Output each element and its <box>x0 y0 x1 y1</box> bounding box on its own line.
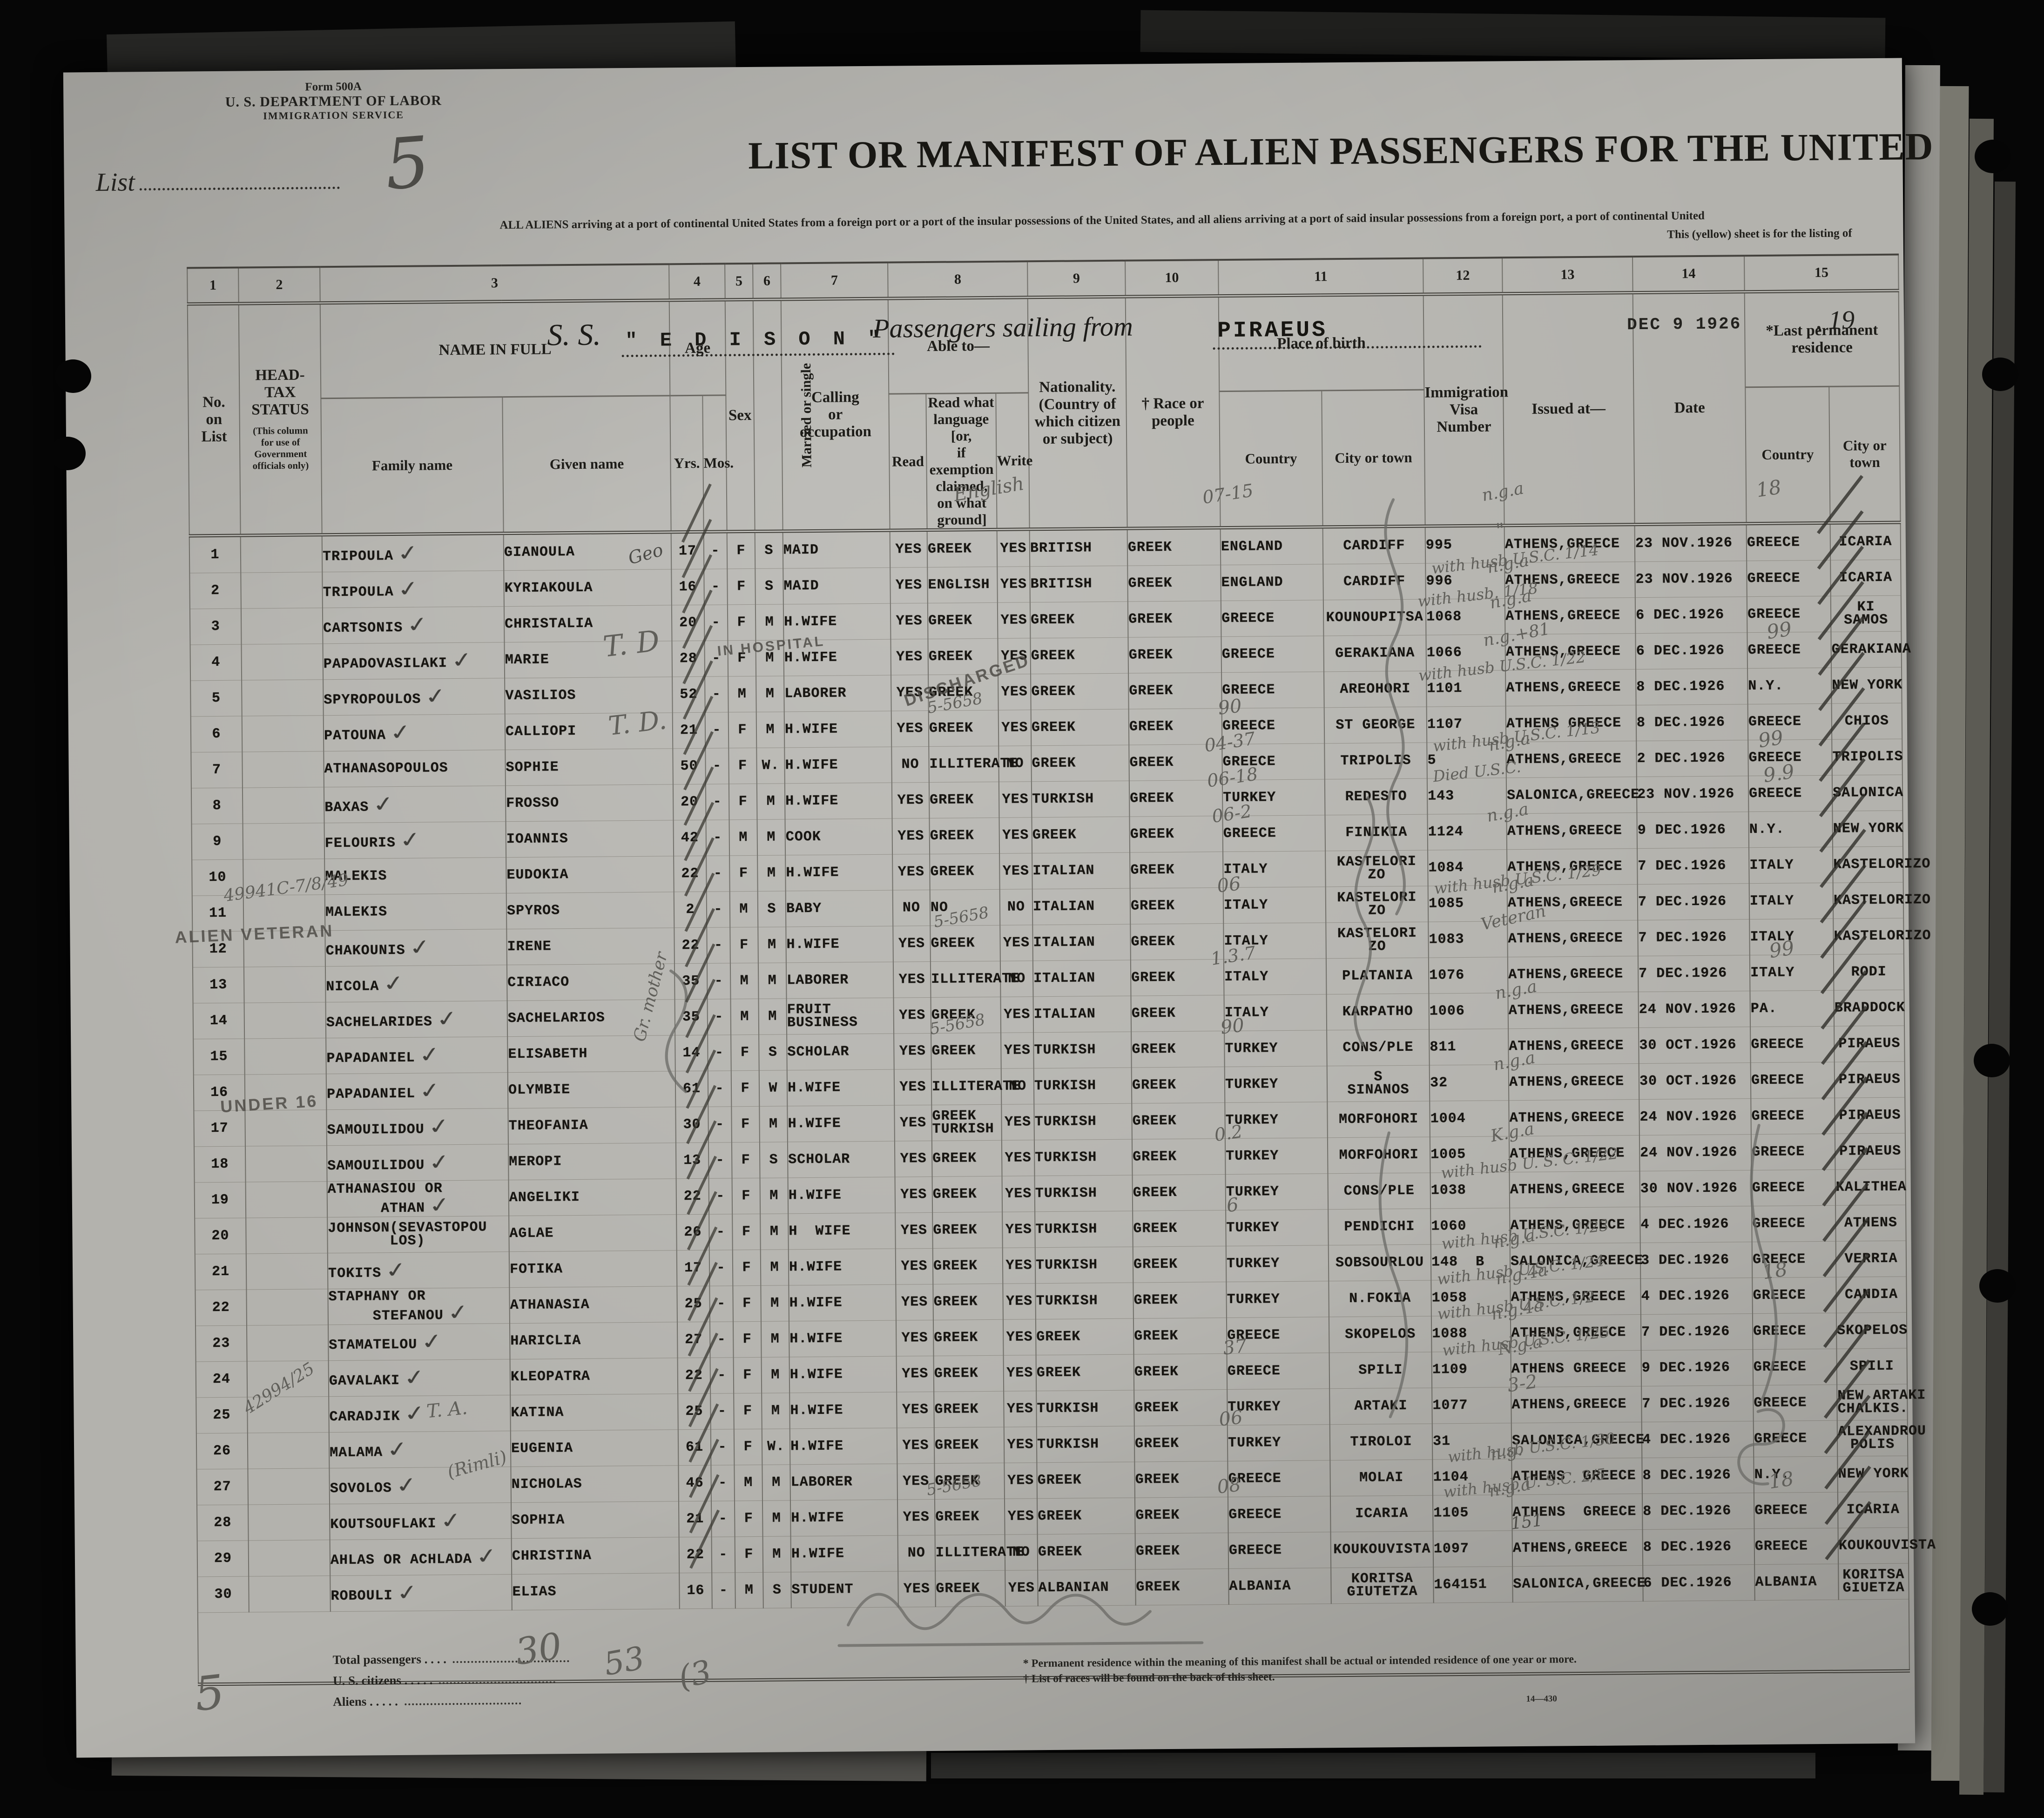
handwritten-annotation: 99 <box>1767 936 1796 963</box>
handwritten-annotation: 6 <box>1225 1194 1240 1217</box>
punch-hole <box>55 359 91 393</box>
handwritten-annotation: 53 <box>601 1640 648 1683</box>
handwritten-annotation: 90 <box>1217 695 1243 719</box>
handwritten-annotation: 06 <box>1218 1406 1244 1431</box>
handwritten-annotation: 18 <box>1767 1467 1795 1494</box>
punch-hole <box>1979 1269 2016 1303</box>
paper-scrap <box>931 1753 1815 1778</box>
handwritten-annotation: 5 <box>191 1664 228 1722</box>
handwritten-annotation: 99 <box>1756 726 1785 752</box>
manifest-page: Form 500A U. S. DEPARTMENT OF LABOR IMMI… <box>63 58 1936 1758</box>
handwritten-annotation: 99 <box>1765 617 1794 644</box>
punch-hole <box>1974 1044 2010 1077</box>
handwritten-annotation: T. D <box>601 623 661 664</box>
paper-scrap <box>1140 10 1886 60</box>
handwritten-annotation: 3-2 <box>1506 1371 1539 1397</box>
pencil-scribbles <box>665 498 1785 1647</box>
handwritten-annotation: 18 <box>1754 475 1783 502</box>
handwritten-annotation: 37 <box>1222 1335 1248 1359</box>
punch-hole <box>1972 1592 2008 1626</box>
handwritten-annotation: T. A. <box>425 1397 469 1423</box>
handwritten-annotation: 5 <box>382 122 433 206</box>
handwritten-annotation: 30 <box>513 1625 565 1674</box>
handwritten-annotation: 18 <box>1761 1257 1789 1284</box>
punch-hole <box>49 437 86 470</box>
handwritten-annotation: 0.2 <box>1213 1121 1244 1146</box>
handwritten-annotation: 06 <box>1216 873 1242 897</box>
handwritten-annotation: 90 <box>1219 1014 1246 1039</box>
punch-hole <box>1982 358 2018 391</box>
handwritten-annotation: 151 <box>1510 1511 1544 1534</box>
handwritten-annotation: 08 <box>1216 1474 1242 1498</box>
punch-hole <box>1975 140 2011 173</box>
handwritten-annotation: 9.9 <box>1761 760 1796 787</box>
